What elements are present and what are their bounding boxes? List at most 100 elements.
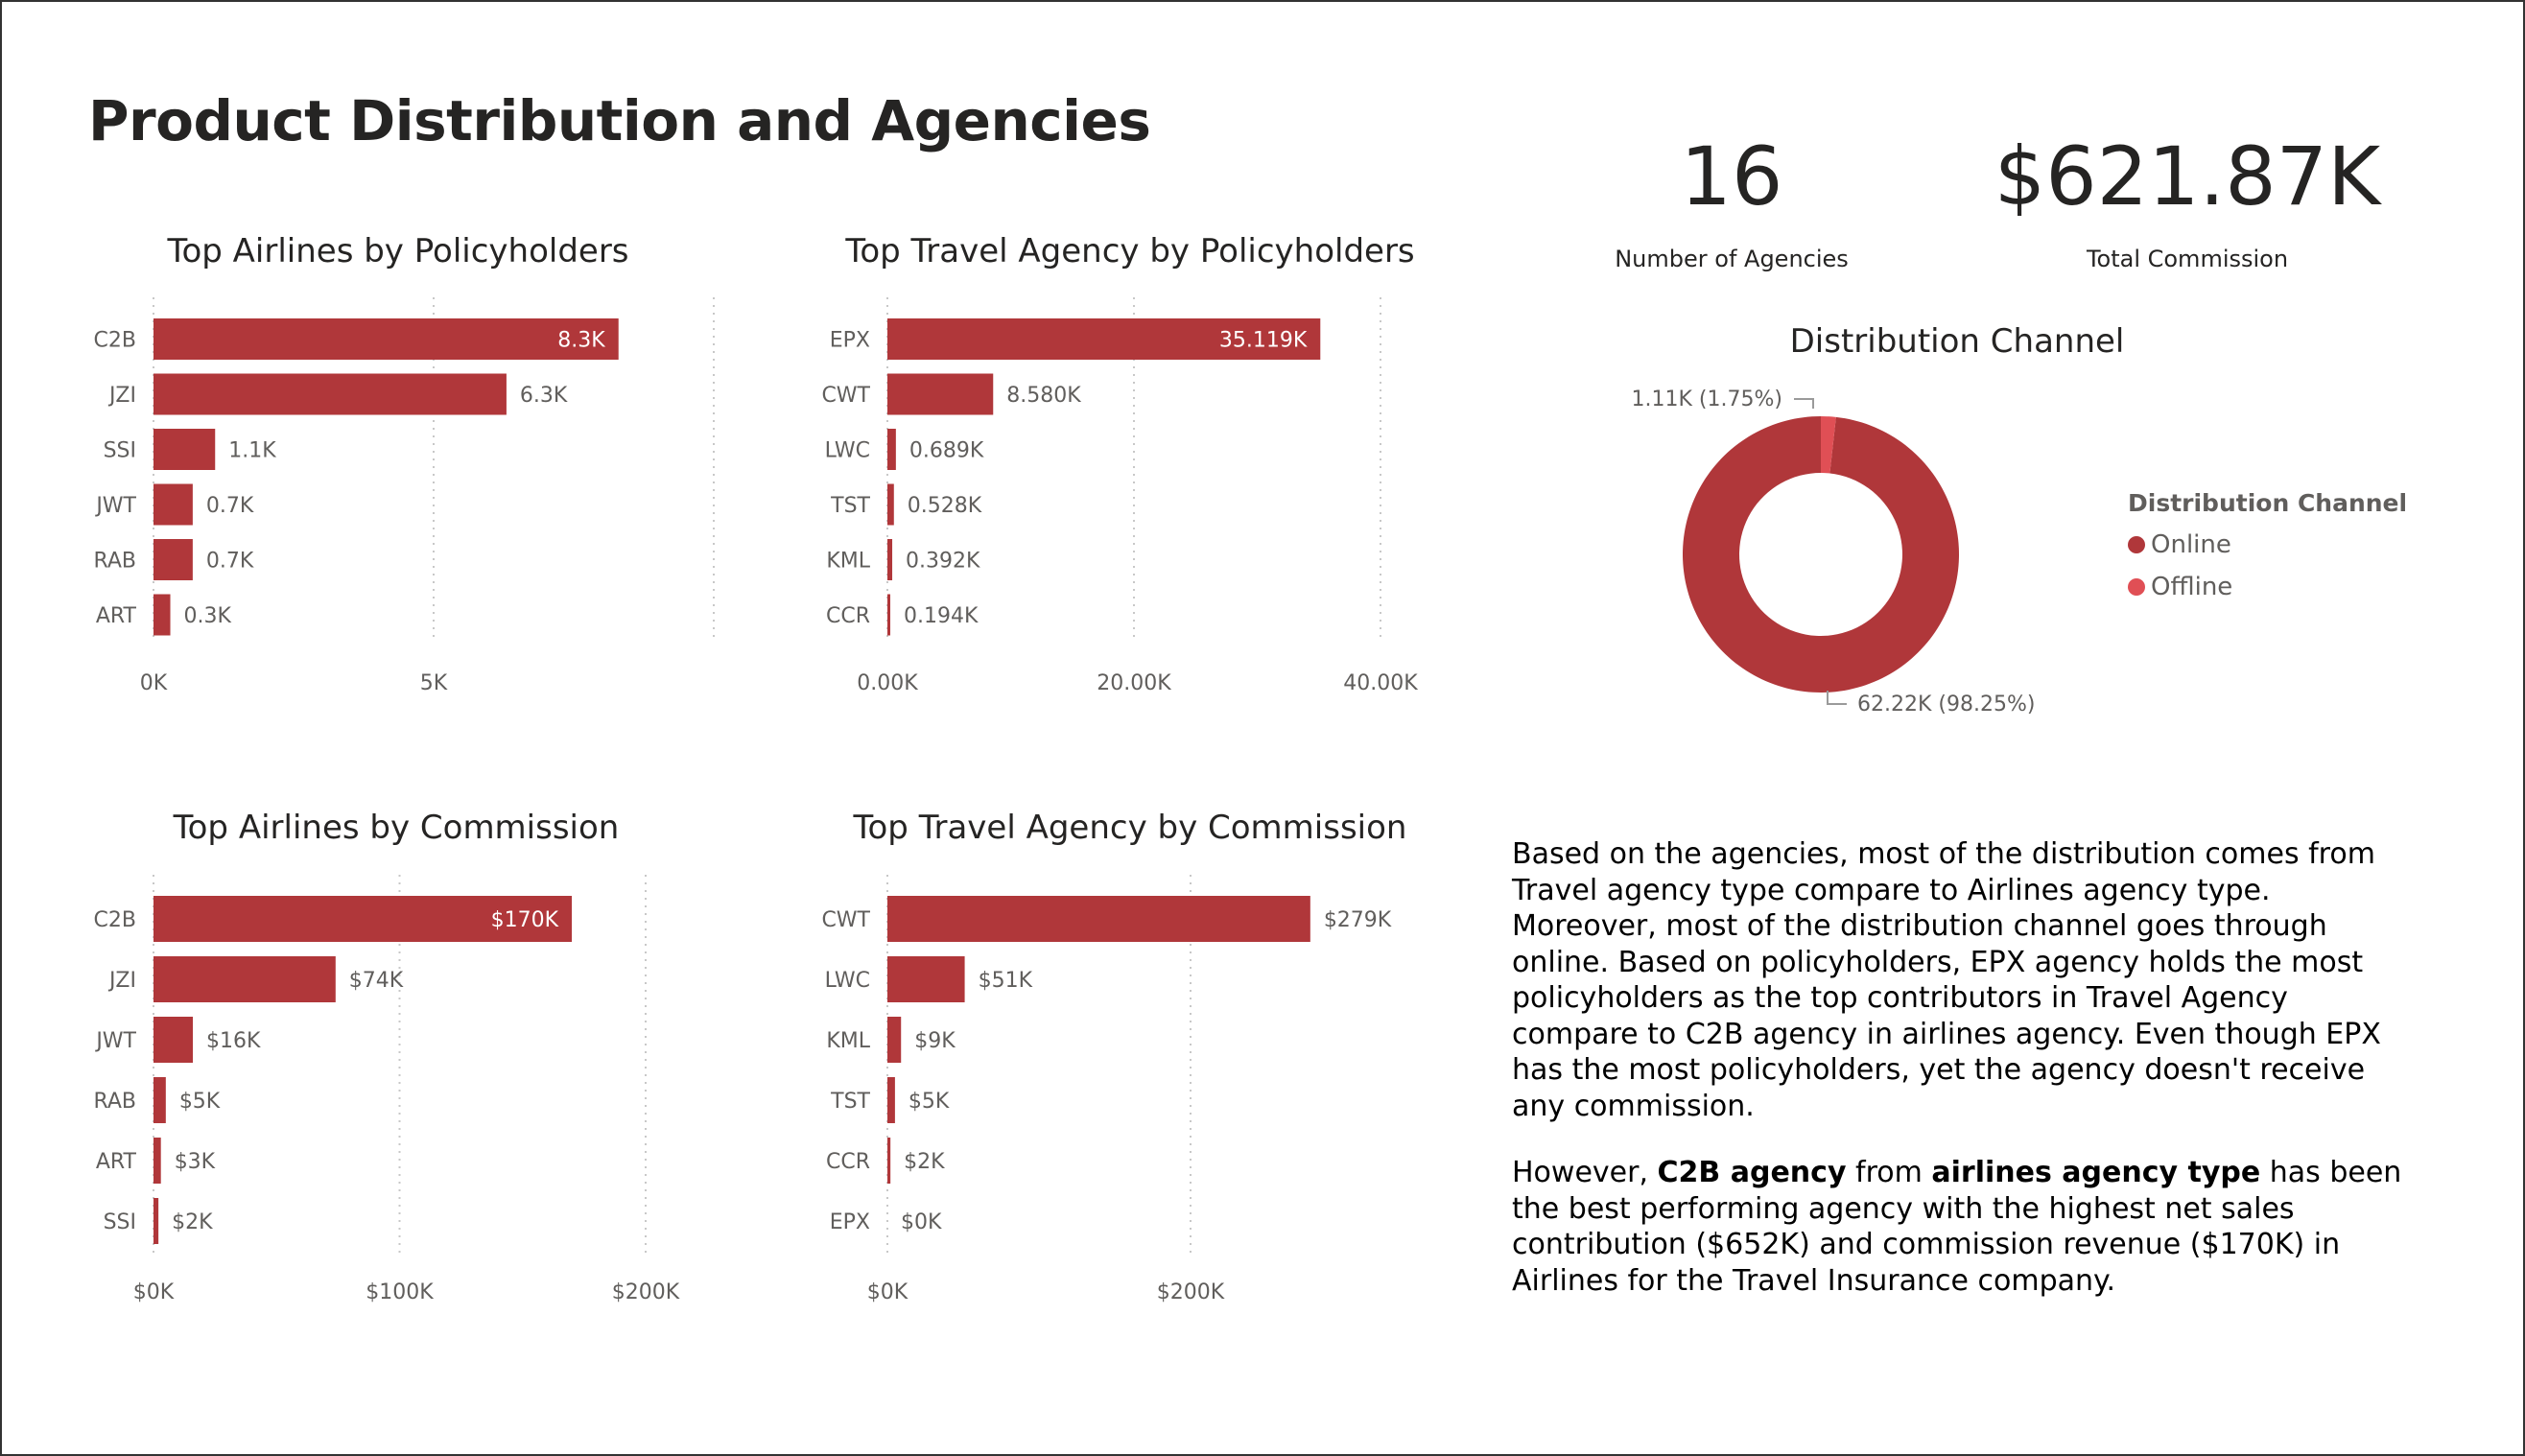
bar <box>153 1198 159 1244</box>
x-tick-label: $200K <box>612 1280 680 1304</box>
y-tick-label: KML <box>826 1029 870 1053</box>
bar <box>153 1077 166 1123</box>
y-tick-label: EPX <box>830 329 870 353</box>
x-tick-label: 20.00K <box>1097 671 1171 695</box>
data-label: 35.119K <box>1219 329 1308 353</box>
legend-title: Distribution Channel <box>2128 489 2408 517</box>
y-tick-label: ART <box>96 1150 137 1174</box>
distribution-legend: Distribution Channel Online Offline <box>2128 489 2407 601</box>
bar <box>887 539 893 580</box>
y-tick-label: CCR <box>826 604 870 628</box>
narrative-paragraph-1: Based on the agencies, most of the distr… <box>1512 837 2381 1123</box>
bar <box>887 318 1321 360</box>
narrative-text-span: has been the best performing agency with… <box>1512 1156 2402 1298</box>
narrative-paragraph-2: However, C2B agency from airlines agency… <box>1512 1155 2404 1299</box>
data-label: $9K <box>914 1029 956 1053</box>
bar <box>887 594 890 636</box>
bar <box>153 429 216 470</box>
x-tick-label: 0.00K <box>857 671 918 695</box>
data-label: 8.3K <box>557 329 605 353</box>
narrative-bold-type: airlines agency type <box>1931 1156 2261 1189</box>
legend-dot-offline <box>2128 578 2145 596</box>
data-label: 0.689K <box>909 439 984 463</box>
y-tick-label: JZI <box>107 384 136 408</box>
data-label: 0.392K <box>906 550 980 574</box>
bar <box>887 1077 895 1123</box>
y-tick-label: CWT <box>821 384 870 408</box>
y-tick-label: SSI <box>104 1210 136 1234</box>
chart-title: Top Travel Agency by Commission <box>853 809 1407 847</box>
legend-label-offline: Offline <box>2151 573 2233 601</box>
data-label: 6.3K <box>520 384 568 408</box>
y-tick-label: JWT <box>94 1029 136 1053</box>
legend-label-online: Online <box>2151 530 2231 559</box>
data-label: $74K <box>349 969 404 993</box>
kpi-agencies-label: Number of Agencies <box>1615 246 1849 272</box>
chart-title: Distribution Channel <box>1790 322 2125 361</box>
legend-dot-online <box>2128 536 2145 553</box>
data-label: $0K <box>901 1210 942 1234</box>
bar <box>887 896 1310 942</box>
slice-online <box>1683 416 1959 693</box>
kpi-total-commission: $621.87K Total Commission <box>1957 136 2418 272</box>
page-title: Product Distribution and Agencies <box>88 88 1151 153</box>
y-tick-label: KML <box>826 550 870 574</box>
narrative-bold-agency: C2B agency <box>1657 1156 1847 1189</box>
data-label: 0.7K <box>206 550 254 574</box>
x-tick-label: 5K <box>420 671 448 695</box>
data-label: $5K <box>179 1090 221 1114</box>
y-tick-label: C2B <box>94 908 136 932</box>
y-tick-label: C2B <box>94 329 136 353</box>
data-label: $3K <box>175 1150 216 1174</box>
chart-title: Top Travel Agency by Policyholders <box>844 232 1414 270</box>
bar <box>887 483 894 526</box>
chart-distribution-channel[interactable]: Distribution Channel 1.11K (1.75%) 62.22K … <box>1516 307 2125 739</box>
data-label: $16K <box>206 1029 261 1053</box>
bar <box>887 956 965 1002</box>
y-tick-label: RAB <box>93 1090 136 1114</box>
chart-agency-commission[interactable]: Top Travel Agency by Commission $0K $200K C… <box>806 796 1477 1314</box>
bar <box>887 1017 902 1063</box>
chart-airlines-commission[interactable]: Top Airlines by Commission $0K $100K $200K C… <box>77 796 748 1314</box>
bar <box>153 539 193 580</box>
legend-item-online[interactable]: Online <box>2128 530 2407 559</box>
y-tick-label: SSI <box>104 439 136 463</box>
data-label: 0.7K <box>206 494 254 518</box>
bar <box>887 1138 891 1184</box>
bar <box>153 1138 161 1184</box>
bar <box>153 1017 194 1063</box>
y-tick-label: CCR <box>826 1150 870 1174</box>
bar <box>153 594 171 636</box>
bar <box>153 483 193 526</box>
legend-item-offline[interactable]: Offline <box>2128 573 2407 601</box>
data-label: 8.580K <box>1006 384 1081 408</box>
data-label: $51K <box>979 969 1033 993</box>
y-tick-label: RAB <box>93 550 136 574</box>
y-tick-label: TST <box>830 494 870 518</box>
bar <box>153 318 619 360</box>
kpi-agencies-value: 16 <box>1680 129 1783 223</box>
kpi-number-of-agencies: 16 Number of Agencies <box>1593 136 1871 272</box>
bar <box>887 373 994 415</box>
y-tick-label: ART <box>96 604 137 628</box>
x-tick-label: 40.00K <box>1343 671 1418 695</box>
y-tick-label: LWC <box>825 439 870 463</box>
data-label-online: 62.22K (98.25%) <box>1857 693 2035 716</box>
leader-line <box>1794 398 1814 409</box>
narrative-text: Based on the agencies, most of the distr… <box>1512 836 2404 1329</box>
y-tick-label: CWT <box>821 908 870 932</box>
chart-airlines-policyholders[interactable]: Top Airlines by Policyholders 0K 5K C2B 8.3K… <box>77 221 748 719</box>
y-tick-label: JZI <box>107 969 136 993</box>
bar <box>153 896 573 942</box>
data-label: $2K <box>172 1210 213 1234</box>
chart-title: Top Airlines by Policyholders <box>166 232 628 270</box>
bar <box>153 956 336 1002</box>
y-tick-label: JWT <box>94 494 136 518</box>
data-label: 0.3K <box>184 604 232 628</box>
data-label-offline: 1.11K (1.75%) <box>1632 387 1782 411</box>
bar <box>887 429 896 470</box>
kpi-commission-value: $621.87K <box>1994 129 2381 223</box>
data-label: $5K <box>909 1090 950 1114</box>
chart-agency-policyholders[interactable]: Top Travel Agency by Policyholders 0.00K 2… <box>806 221 1477 719</box>
